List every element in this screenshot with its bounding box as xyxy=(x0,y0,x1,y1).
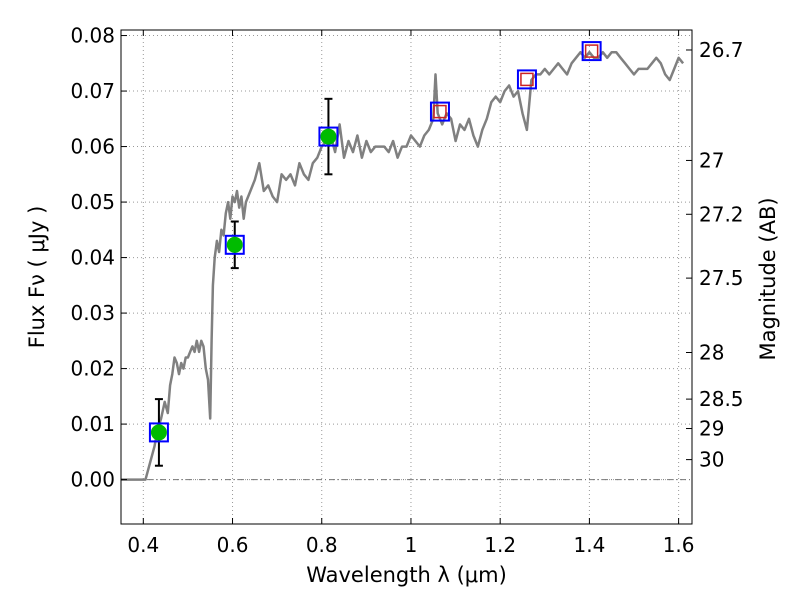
x-tick-label: 1.4 xyxy=(573,533,605,557)
magnitude-tick-label: 27.2 xyxy=(699,202,744,226)
box-marker xyxy=(429,101,450,122)
y-tick-label: 0.03 xyxy=(70,301,115,325)
magnitude-tick-label: 28 xyxy=(699,340,724,364)
open-point xyxy=(584,44,599,58)
box-marker xyxy=(516,69,537,90)
filled-point xyxy=(226,236,243,253)
y-axis-label: Flux Fν ( μJy ) xyxy=(25,206,49,349)
magnitude-tick-label: 26.7 xyxy=(699,38,744,62)
x-tick-label: 0.8 xyxy=(306,533,338,557)
box-marker xyxy=(581,41,602,62)
box-marker xyxy=(318,126,339,147)
magnitude-tick-label: 29 xyxy=(699,417,724,441)
plot-frame xyxy=(120,29,693,525)
spectrum-line xyxy=(121,50,685,481)
x-tick-label: 1.2 xyxy=(484,533,516,557)
magnitude-tick-labels: 26.7 27 27.2 27.5 28 28.5 29 30 xyxy=(699,38,744,472)
x-tick-label: 1 xyxy=(405,533,418,557)
y-tick-label: 0.06 xyxy=(70,135,115,159)
box-marker xyxy=(224,234,245,255)
y-tick-label: 0.08 xyxy=(70,24,115,48)
box-marker xyxy=(148,422,169,443)
y-tick-label: 0.01 xyxy=(70,412,115,436)
filled-point xyxy=(320,128,337,145)
axis-ticks xyxy=(121,30,692,524)
x-tick-labels: 0.4 0.6 0.8 1 1.2 1.4 1.6 xyxy=(127,533,694,557)
right-axis-label: Magnitude (AB) xyxy=(756,197,780,360)
x-tick-label: 0.6 xyxy=(217,533,249,557)
y-tick-label: 0.05 xyxy=(70,190,115,214)
magnitude-tick-label: 28.5 xyxy=(699,387,744,411)
photometry-markers xyxy=(148,41,602,467)
x-tick-label: 1.6 xyxy=(663,533,695,557)
y-tick-labels: 0.00 0.01 0.02 0.03 0.04 0.05 0.06 0.07 0.08 xyxy=(70,24,115,492)
y-tick-label: 0.04 xyxy=(70,246,115,270)
open-point xyxy=(520,72,534,87)
grid xyxy=(121,30,692,524)
x-tick-label: 0.4 xyxy=(127,533,159,557)
magnitude-tick-label: 27.5 xyxy=(699,266,744,290)
filled-point xyxy=(150,424,167,441)
open-point xyxy=(433,104,447,119)
magnitude-tick-label: 27 xyxy=(699,148,724,172)
y-tick-label: 0.02 xyxy=(70,357,115,381)
y-tick-label: 0.00 xyxy=(70,468,115,492)
magnitude-tick-label: 30 xyxy=(699,448,724,472)
y-tick-label: 0.07 xyxy=(70,79,115,103)
x-axis-label: Wavelength λ (μm) xyxy=(306,563,507,587)
